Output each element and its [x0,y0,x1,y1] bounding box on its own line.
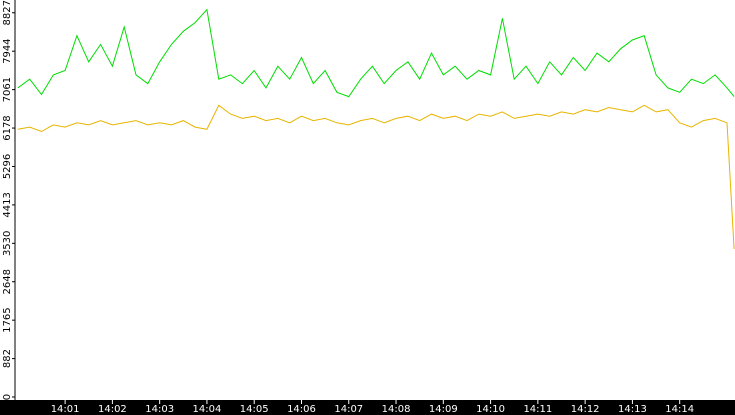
x-tick-label: 14:07 [334,404,363,415]
x-tick-label: 14:14 [665,404,694,415]
x-tick-label: 14:06 [287,404,316,415]
x-tick-label: 14:13 [618,404,647,415]
series-line [17,104,735,250]
y-tick-label: 7061 [2,77,13,102]
y-tick-label: 0 [2,394,13,400]
x-tick-label: 14:04 [193,404,222,415]
y-tick-label: 5296 [2,154,13,179]
y-tick-label: 6178 [2,115,13,140]
x-tick-label: 14:09 [429,404,458,415]
y-tick-label: 7944 [2,38,13,63]
x-tick-label: 14:03 [145,404,174,415]
series-line [17,8,735,98]
y-tick-label: 1765 [2,307,13,332]
x-tick-label: 14:05 [240,404,269,415]
x-tick-label: 14:08 [382,404,411,415]
x-tick-label: 14:11 [523,404,552,415]
y-tick-label: 3530 [2,231,13,256]
x-axis-band [0,400,735,415]
y-tick-label: 2648 [2,269,13,294]
x-tick-label: 14:12 [571,404,600,415]
y-tick-label: 8827 [2,0,13,25]
y-tick-label: 882 [2,349,13,368]
x-tick-label: 14:02 [98,404,127,415]
y-tick-label: 4413 [2,192,13,217]
x-tick-label: 14:01 [51,404,80,415]
x-tick-label: 14:10 [476,404,505,415]
